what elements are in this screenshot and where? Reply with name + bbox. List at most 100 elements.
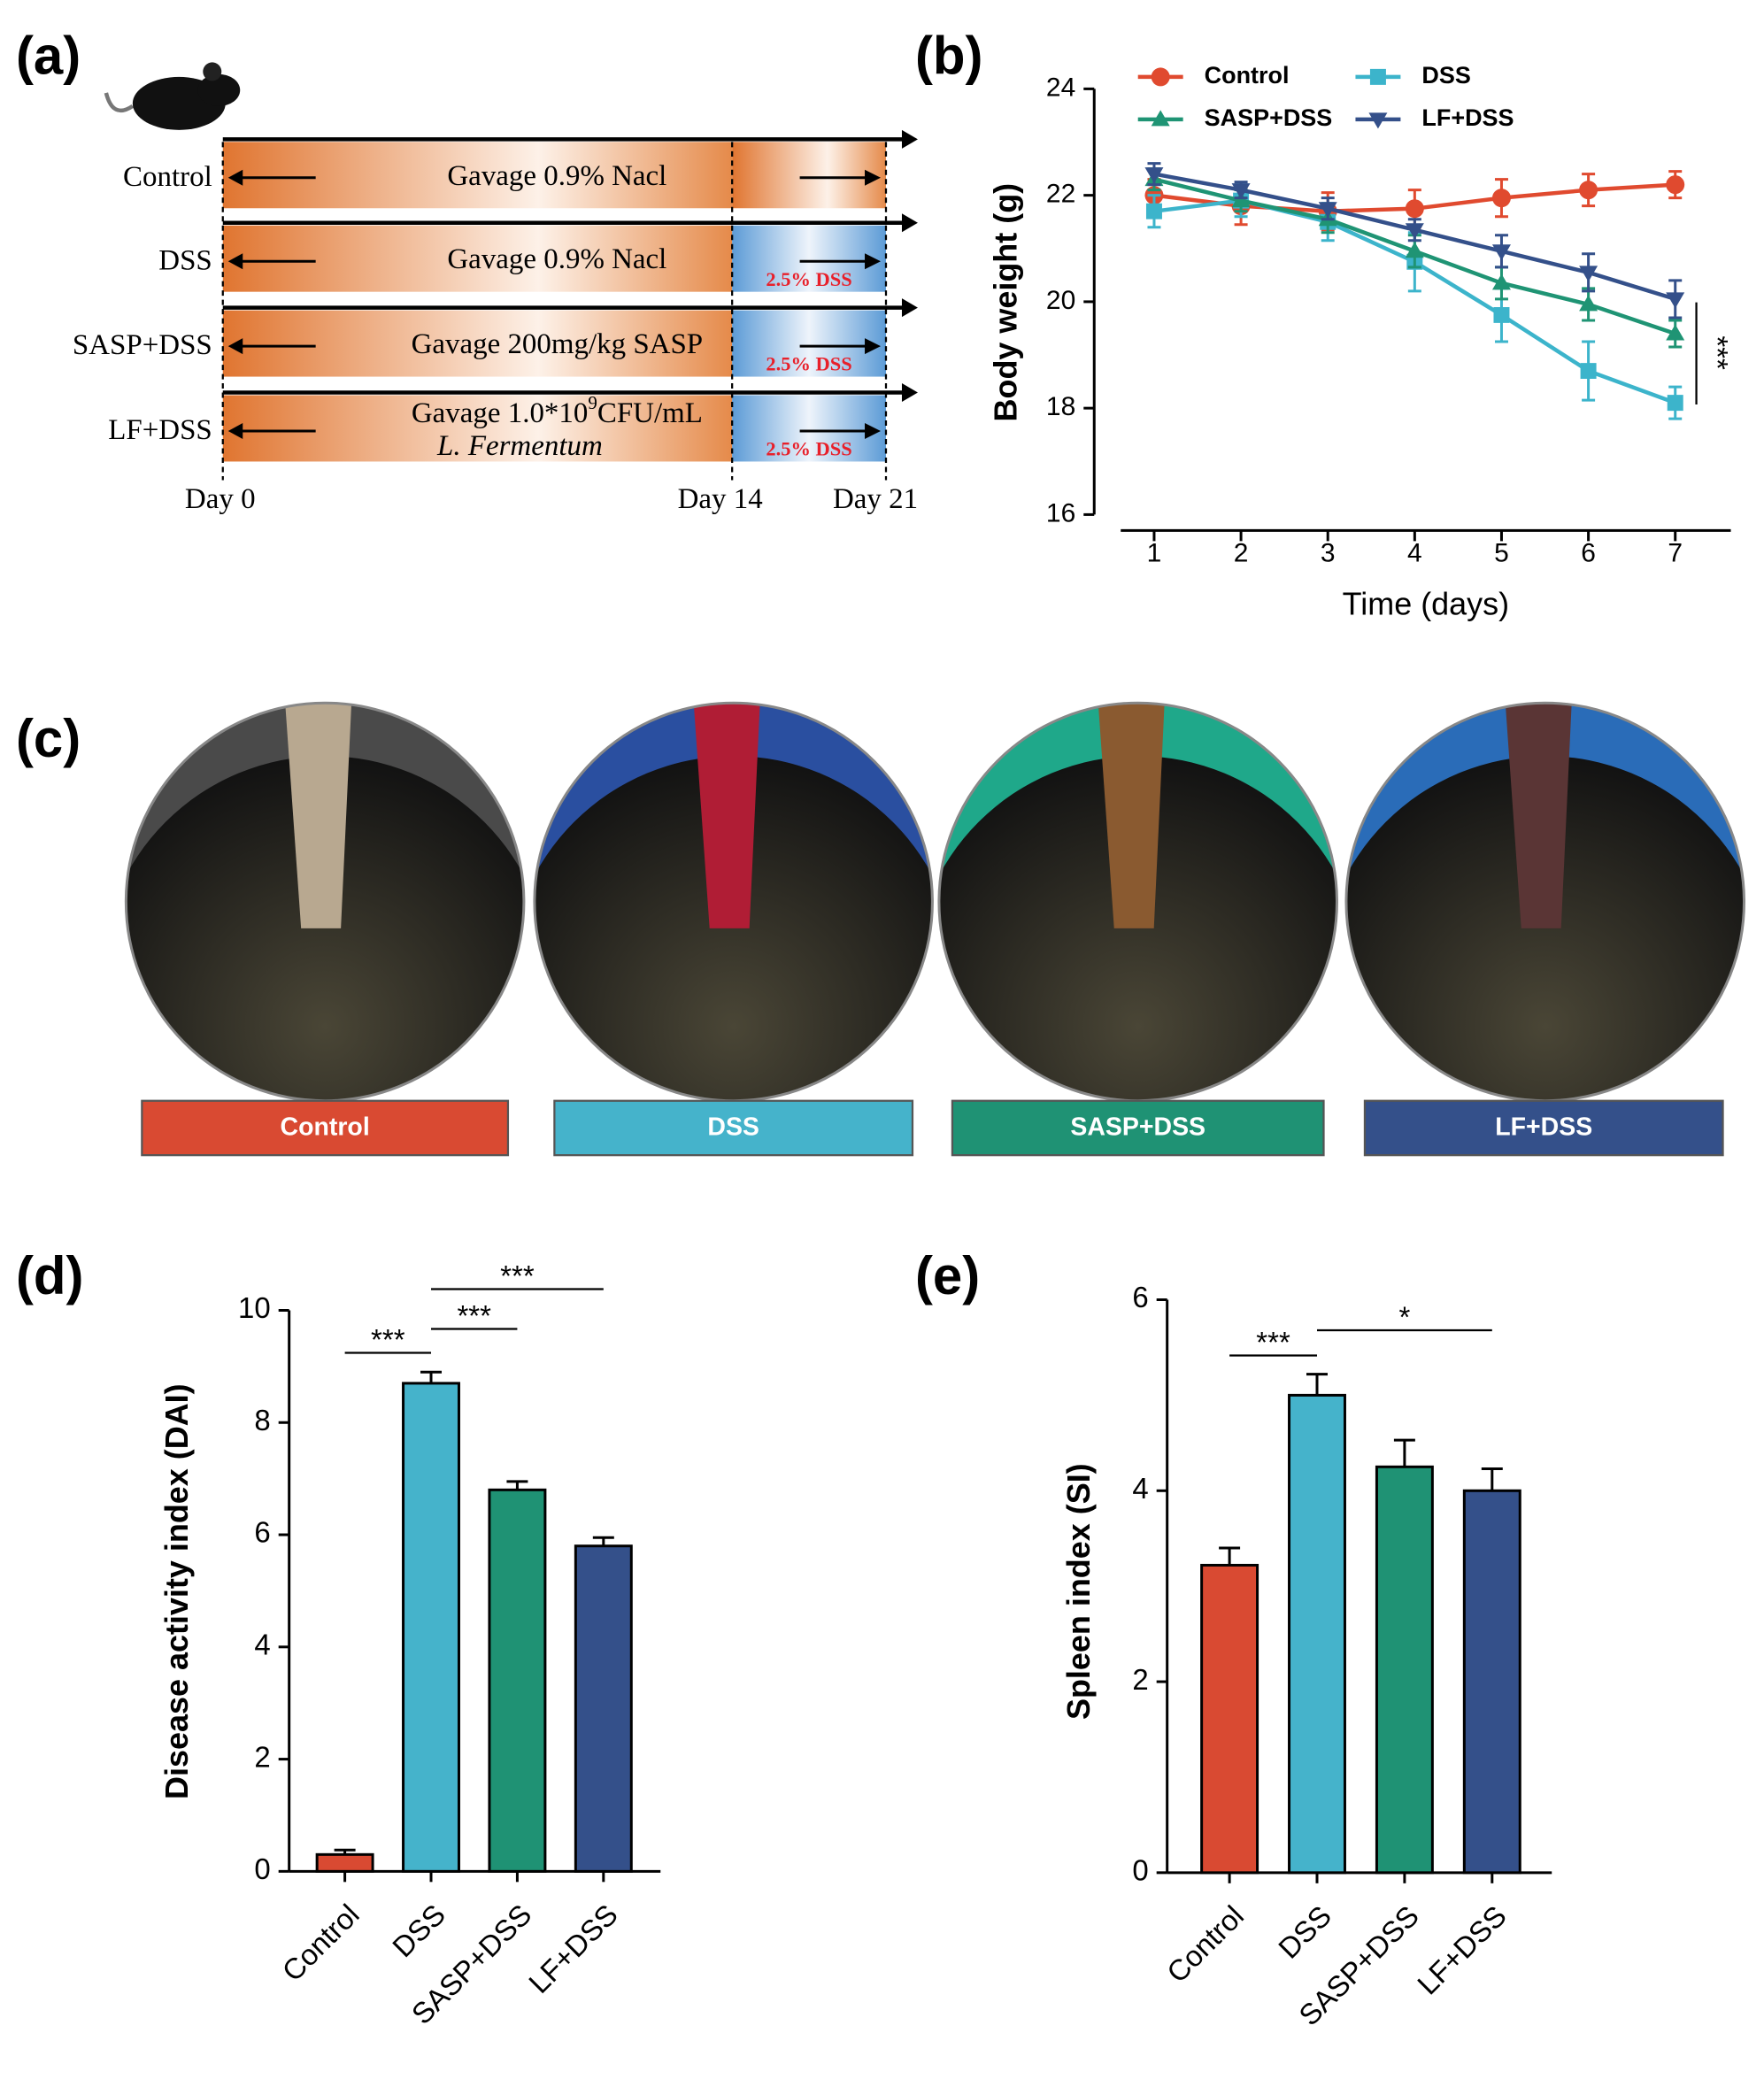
group-box-label: SASP+DSS <box>1070 1113 1206 1142</box>
y-tick-label: 6 <box>254 1516 270 1549</box>
y-tick-label: 18 <box>1046 392 1075 421</box>
bar <box>1288 1393 1346 1875</box>
significance: *** <box>1256 1326 1290 1359</box>
marker <box>1144 167 1164 184</box>
marker <box>1579 266 1598 282</box>
group-box <box>553 1099 914 1157</box>
x-tick-label: DSS <box>386 1898 451 1963</box>
x-tick-label: 1 <box>1147 538 1162 567</box>
significance: *** <box>500 1259 535 1292</box>
arrow-head <box>865 169 882 186</box>
error-bar <box>1219 1546 1241 1566</box>
group-box-label: Control <box>281 1113 370 1142</box>
treatment-text: L. Fermentum <box>436 430 603 462</box>
y-tick-label: 2 <box>1132 1663 1148 1696</box>
x-tick-label: 5 <box>1494 538 1509 567</box>
bar <box>315 1852 374 1873</box>
panel-label: (c) <box>16 709 81 768</box>
photo-tail <box>285 703 352 928</box>
arrow-head <box>227 169 243 186</box>
marker <box>1491 244 1511 261</box>
arrow-head <box>227 338 243 355</box>
arrow-head <box>901 129 918 149</box>
y-tick-label: 6 <box>1132 1281 1148 1313</box>
group-box <box>951 1099 1325 1157</box>
y-tick-label: 4 <box>254 1629 270 1661</box>
significance: * <box>1398 1301 1410 1334</box>
treatment-part: Gavage 1.0*10 <box>412 397 589 429</box>
y-axis-title: Disease activity index (DAI) <box>158 1383 195 1799</box>
y-axis-title: Spleen index (SI) <box>1060 1463 1097 1720</box>
gavage-bar <box>222 142 733 209</box>
dss-bar <box>732 310 886 377</box>
bar <box>1462 1489 1521 1875</box>
photo-tail <box>1505 703 1572 928</box>
mouse-icon <box>104 62 241 130</box>
y-tick-label: 4 <box>1132 1472 1148 1505</box>
treatment-text: Gavage 0.9% Nacl <box>447 243 666 275</box>
day-label: Day 14 <box>678 483 763 515</box>
photo <box>126 703 524 1101</box>
x-tick-label: 3 <box>1321 538 1336 567</box>
marker <box>1405 223 1424 240</box>
legend-marker <box>1151 67 1170 87</box>
arrow-head <box>901 213 918 233</box>
error-bar <box>592 1536 614 1546</box>
dss-label: 2.5% DSS <box>766 353 851 375</box>
x-tick-label: LF+DSS <box>1411 1899 1513 2001</box>
bar <box>488 1488 547 1873</box>
panel-label: (d) <box>16 1246 84 1305</box>
gavage-bar <box>222 310 733 377</box>
gavage-bar <box>222 225 733 292</box>
legend-label: SASP+DSS <box>1205 104 1333 131</box>
error-bar <box>1393 1438 1415 1467</box>
arrow-head <box>865 338 882 355</box>
treatment-text: Gavage 1.0*109CFU/mL <box>412 392 703 429</box>
treatment-text: Gavage 200mg/kg SASP <box>412 328 704 360</box>
panel-label: (b) <box>915 26 983 85</box>
arrow-head <box>227 253 243 270</box>
dss-label: 2.5% DSS <box>766 438 851 460</box>
photo-tail <box>1098 703 1165 928</box>
marker <box>1580 363 1597 380</box>
marker <box>1145 203 1162 219</box>
y-axis-title: Body weight (g) <box>987 183 1023 422</box>
day-label: Day 21 <box>833 483 918 515</box>
marker <box>1666 324 1685 341</box>
arrow-head <box>227 423 243 439</box>
panel-label: (a) <box>16 26 81 85</box>
marker <box>1491 273 1511 290</box>
error-bar <box>1481 1467 1503 1491</box>
marker <box>1579 295 1598 312</box>
gavage-bar <box>732 142 886 209</box>
marker <box>1405 199 1424 219</box>
significance: *** <box>371 1323 405 1356</box>
treatment-text: Gavage 0.9% Nacl <box>447 159 666 191</box>
bar <box>1375 1465 1434 1875</box>
marker <box>1579 181 1598 200</box>
significance: *** <box>1701 335 1734 370</box>
legend-label: LF+DSS <box>1421 104 1514 131</box>
dss-bar <box>732 395 886 462</box>
legend-label: Control <box>1205 62 1290 89</box>
marker <box>1231 183 1251 200</box>
y-tick-label: 8 <box>254 1404 270 1436</box>
marker <box>1493 306 1510 323</box>
dss-label: 2.5% DSS <box>766 268 851 290</box>
treatment-part: Gavage 0.9% Nacl <box>447 159 666 191</box>
photo-tail <box>693 703 760 928</box>
x-tick-label: 4 <box>1407 538 1422 567</box>
marker <box>1666 175 1685 195</box>
bar <box>574 1544 633 1873</box>
y-tick-label: 0 <box>254 1852 270 1885</box>
y-tick-label: 10 <box>238 1291 271 1324</box>
arrow-head <box>865 423 882 439</box>
panel-label: (e) <box>915 1246 980 1305</box>
legend-marker <box>1151 110 1170 127</box>
legend-marker <box>1369 68 1386 85</box>
group-box <box>141 1099 510 1157</box>
marker <box>1666 292 1685 309</box>
arrow-head <box>865 253 882 270</box>
